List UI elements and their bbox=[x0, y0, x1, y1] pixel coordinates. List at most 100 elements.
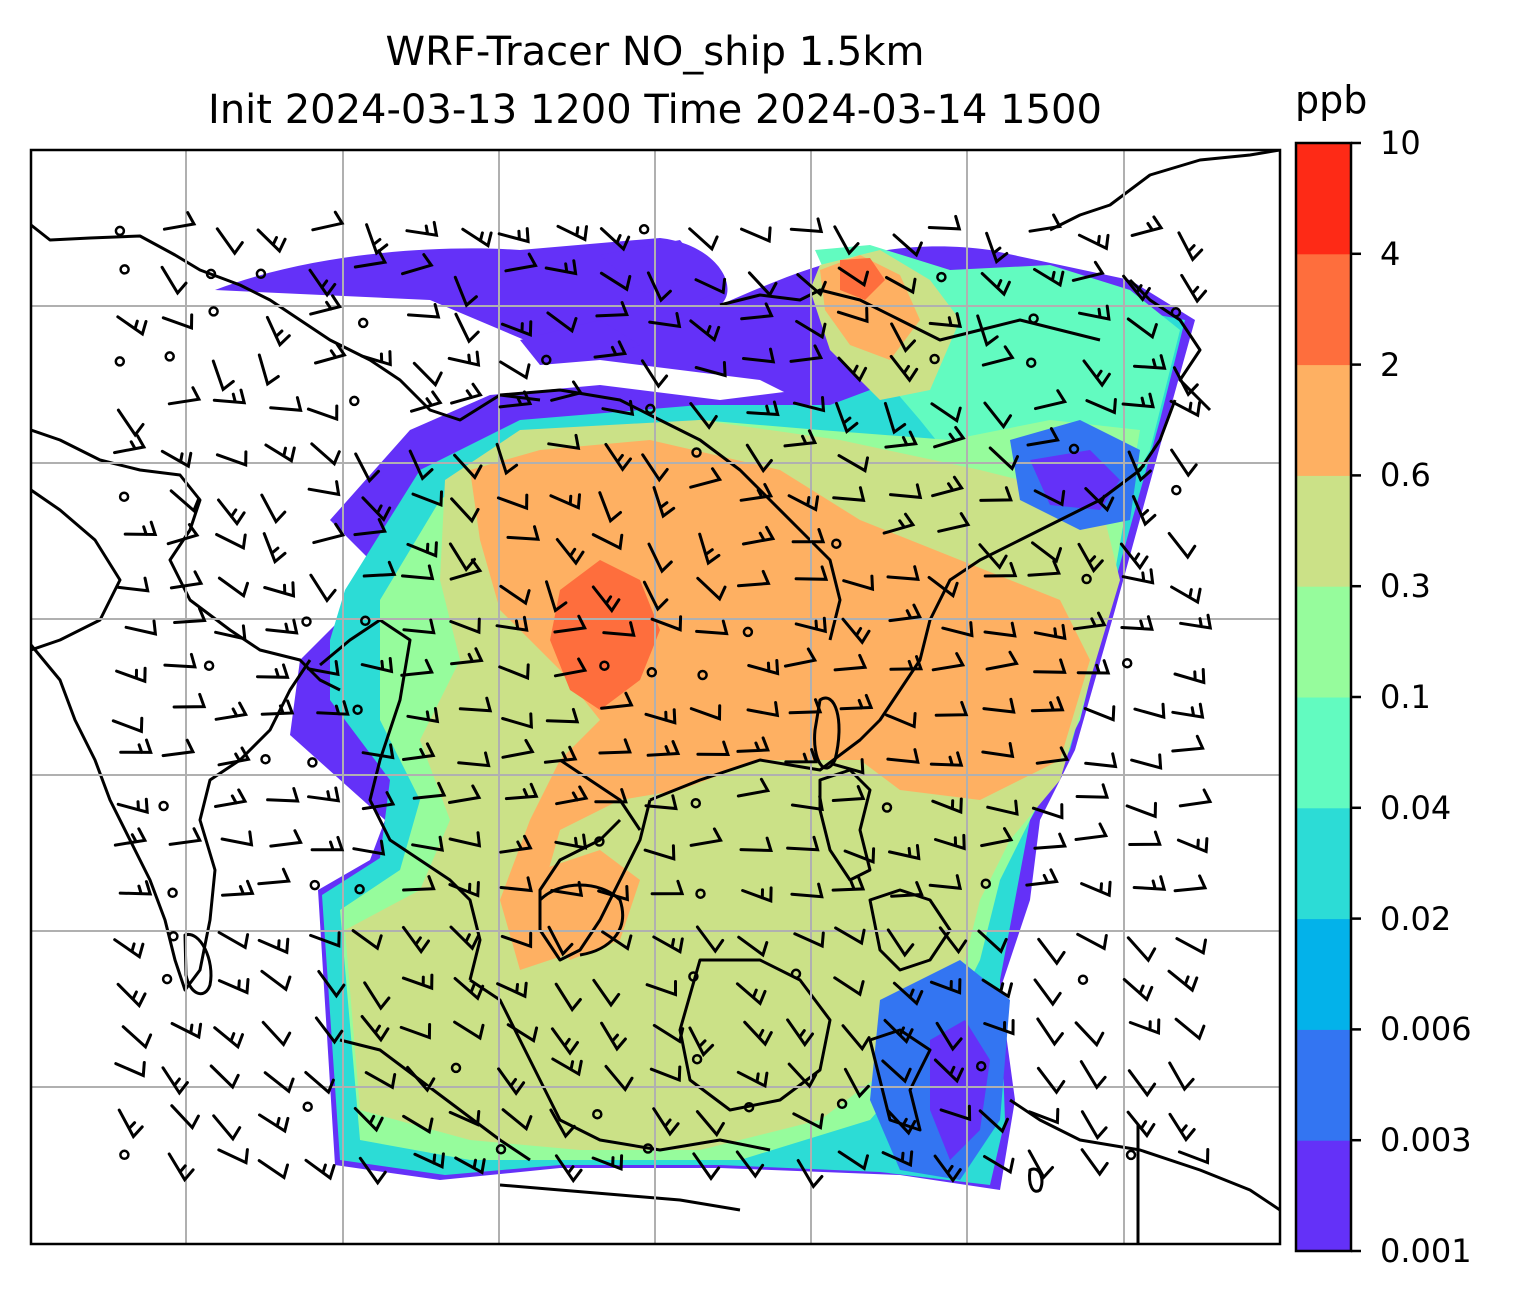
wind-barb bbox=[933, 426, 966, 449]
colorbar-tick-label: 4 bbox=[1380, 234, 1401, 273]
colorbar-segment bbox=[1296, 586, 1351, 698]
wind-barb bbox=[501, 738, 535, 759]
wind-barb bbox=[546, 311, 578, 334]
wind-barb bbox=[934, 700, 969, 717]
wind-barb bbox=[265, 315, 291, 348]
wind-barb bbox=[499, 834, 533, 854]
wind-barb bbox=[1034, 389, 1068, 411]
wind-calm-circle bbox=[980, 878, 992, 889]
wind-barb bbox=[1126, 1110, 1156, 1139]
colorbar-segment bbox=[1296, 475, 1351, 587]
wind-barb bbox=[496, 981, 528, 999]
wind-barb bbox=[161, 313, 194, 331]
wind-barb bbox=[1132, 875, 1167, 891]
wind-barb bbox=[449, 925, 480, 951]
wind-barb bbox=[1077, 542, 1104, 574]
wind-barb bbox=[405, 220, 439, 237]
plume-streak-north-2 bbox=[600, 240, 720, 305]
wind-barb bbox=[217, 746, 251, 767]
wind-barb bbox=[217, 1148, 249, 1165]
wind-barb bbox=[401, 564, 435, 581]
wind-barb bbox=[746, 400, 780, 417]
wind-barb bbox=[266, 787, 300, 803]
wind-barb bbox=[793, 931, 825, 949]
wind-barb bbox=[1083, 705, 1116, 722]
wind-barb bbox=[116, 982, 147, 1009]
wind-barb bbox=[598, 738, 632, 755]
wind-barb bbox=[361, 496, 392, 523]
wind-barb bbox=[449, 617, 481, 635]
wind-barb bbox=[978, 543, 1008, 570]
wind-barb bbox=[796, 273, 827, 297]
coastline-borneo bbox=[678, 958, 832, 1112]
wind-barb bbox=[833, 976, 865, 997]
wind-barb bbox=[783, 647, 818, 668]
wind-barb bbox=[928, 312, 963, 328]
wind-barb bbox=[162, 211, 197, 231]
wind-barb bbox=[263, 1071, 295, 1094]
wind-barb bbox=[795, 319, 827, 340]
wind-barb bbox=[640, 359, 669, 389]
wind-calm-circle bbox=[118, 491, 130, 502]
coastline-bay-of-bengal-north bbox=[31, 428, 341, 692]
colorbar-tick-label: 0.003 bbox=[1380, 1121, 1472, 1160]
wind-barb bbox=[217, 576, 249, 599]
wind-barb bbox=[790, 795, 824, 812]
wind-barb bbox=[839, 693, 874, 711]
wind-barb bbox=[985, 231, 1009, 265]
wind-calm-circle bbox=[691, 447, 702, 458]
border-india-inland bbox=[31, 488, 122, 652]
wind-barb bbox=[448, 831, 482, 848]
wind-barb bbox=[411, 490, 443, 508]
colorbar-segment bbox=[1296, 697, 1351, 809]
wind-barb bbox=[1033, 978, 1062, 1007]
wind-barb bbox=[550, 880, 584, 898]
wind-barb bbox=[364, 1071, 397, 1090]
wind-calm-circle bbox=[1028, 313, 1039, 324]
wind-barb bbox=[217, 978, 250, 995]
wind-barb bbox=[885, 276, 917, 295]
wind-barb bbox=[457, 751, 491, 768]
wind-barb bbox=[593, 340, 628, 359]
wind-barb bbox=[411, 835, 445, 852]
wind-barb bbox=[1076, 659, 1111, 675]
wind-barb bbox=[735, 1150, 765, 1179]
wind-barb bbox=[168, 827, 203, 846]
wind-barb bbox=[363, 981, 391, 1011]
wind-barb bbox=[841, 617, 871, 645]
wind-barb bbox=[931, 475, 965, 498]
wind-barb bbox=[309, 294, 343, 316]
wind-barb bbox=[689, 402, 718, 430]
wind-barb bbox=[787, 1062, 818, 1089]
wind-barb bbox=[261, 1020, 292, 1048]
wind-calm-circle bbox=[592, 1108, 603, 1120]
wind-barb bbox=[1033, 658, 1067, 674]
wind-barb bbox=[1082, 359, 1111, 388]
colorbar-segment bbox=[1296, 918, 1351, 1030]
wind-barb bbox=[173, 607, 207, 624]
wind-barb bbox=[406, 1065, 436, 1093]
wind-barb bbox=[312, 522, 346, 545]
wind-barb bbox=[886, 748, 920, 764]
wind-barb bbox=[450, 497, 480, 524]
wind-barb bbox=[982, 697, 1016, 714]
wind-barb bbox=[594, 788, 628, 804]
wind-barb bbox=[448, 542, 476, 572]
wind-barb bbox=[745, 443, 773, 474]
wind-barb bbox=[448, 1110, 481, 1127]
wind-barb bbox=[689, 704, 722, 721]
wind-barb bbox=[220, 830, 254, 847]
wind-barb bbox=[360, 657, 394, 674]
wind-barb bbox=[794, 616, 827, 634]
wind-barb bbox=[543, 745, 578, 764]
wind-barb bbox=[1085, 398, 1117, 415]
wind-barb bbox=[842, 574, 875, 592]
wind-barb bbox=[311, 210, 345, 232]
wind-barb bbox=[353, 249, 388, 269]
wind-barb bbox=[354, 452, 380, 484]
wind-barb bbox=[841, 1024, 871, 1052]
wind-barb bbox=[889, 354, 919, 383]
wind-barb bbox=[309, 931, 341, 948]
wind-barb bbox=[406, 541, 438, 558]
